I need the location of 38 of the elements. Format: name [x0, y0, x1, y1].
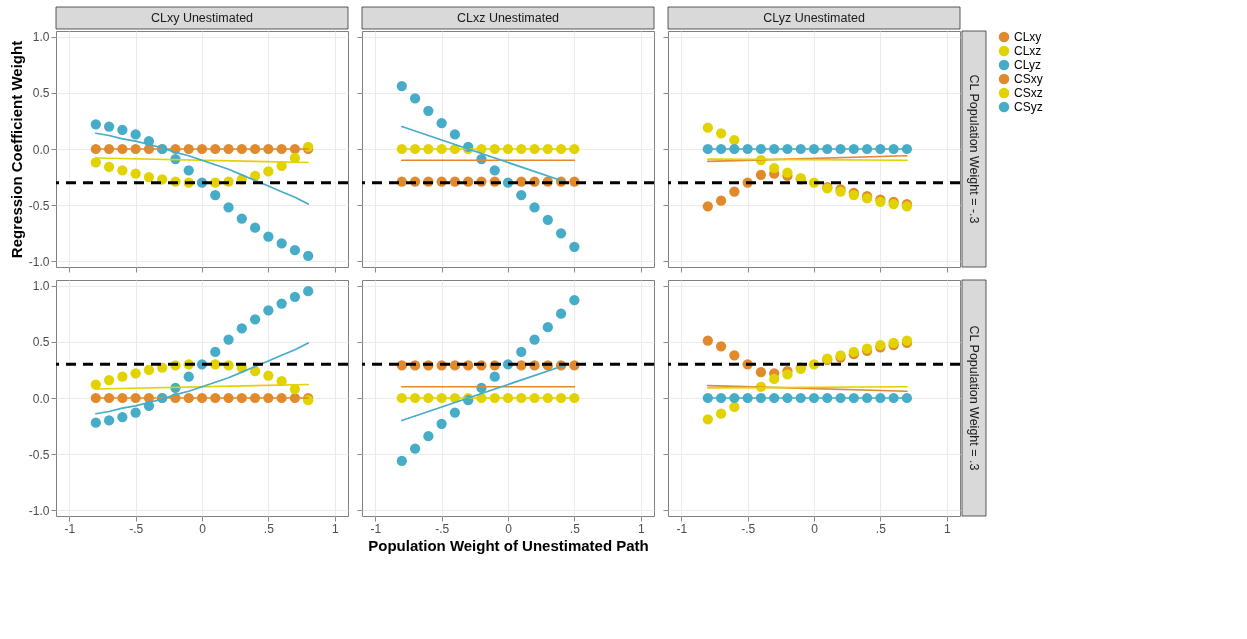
chart-title: CLyz Unestimated — [763, 11, 865, 25]
y-tick-label: -1.0 — [28, 503, 50, 518]
x-tick-label: -.5 — [129, 521, 144, 536]
x-tick-label: -.5 — [741, 521, 756, 536]
y-tick-label: 1.0 — [32, 279, 50, 294]
legend-label: CSxz — [1014, 86, 1043, 100]
y-tick-label: 0.5 — [32, 335, 50, 350]
x-tick-label: 1 — [637, 521, 645, 536]
legend-label: CSyz — [1014, 100, 1043, 114]
x-tick-label: -1 — [64, 521, 76, 536]
y-tick-label: 0.5 — [32, 86, 50, 101]
y-tick-label: 0.0 — [32, 142, 50, 157]
y-tick-label: 1.0 — [32, 30, 50, 45]
x-tick-label: .5 — [263, 521, 275, 536]
x-tick-label: 0 — [199, 521, 207, 536]
x-tick-label: .5 — [569, 521, 581, 536]
chart-title: CLxz Unestimated — [456, 11, 560, 25]
legend-label: CLxz — [1014, 44, 1042, 58]
legend-label: CLxy — [1014, 30, 1042, 44]
x-tick-label: -.5 — [435, 521, 450, 536]
chart-title: CLxy Unestimated — [150, 11, 254, 25]
x-tick-label: .5 — [875, 521, 887, 536]
x-tick-label: 1 — [943, 521, 951, 536]
y-tick-label: -0.5 — [28, 447, 50, 462]
x-tick-label: -1 — [676, 521, 688, 536]
y2-axis-title: CL Population Weight = -.3 — [967, 74, 981, 224]
x-tick-label: -1 — [370, 521, 382, 536]
y-axis-title: Regression Coefficient Weight — [7, 40, 25, 259]
y-tick-label: -0.5 — [28, 198, 50, 213]
x-axis-title: Population Weight of Unestimated Path — [368, 536, 649, 554]
y-tick-label: -1.0 — [28, 254, 50, 269]
y-tick-label: 0.0 — [32, 391, 50, 406]
x-tick-label: 1 — [331, 521, 339, 536]
x-tick-label: 0 — [505, 521, 513, 536]
legend-label: CLyz — [1014, 58, 1041, 72]
x-tick-label: 0 — [811, 521, 819, 536]
legend-label: CSxy — [1014, 72, 1043, 86]
y2-axis-title: CL Population Weight = .3 — [967, 325, 981, 471]
